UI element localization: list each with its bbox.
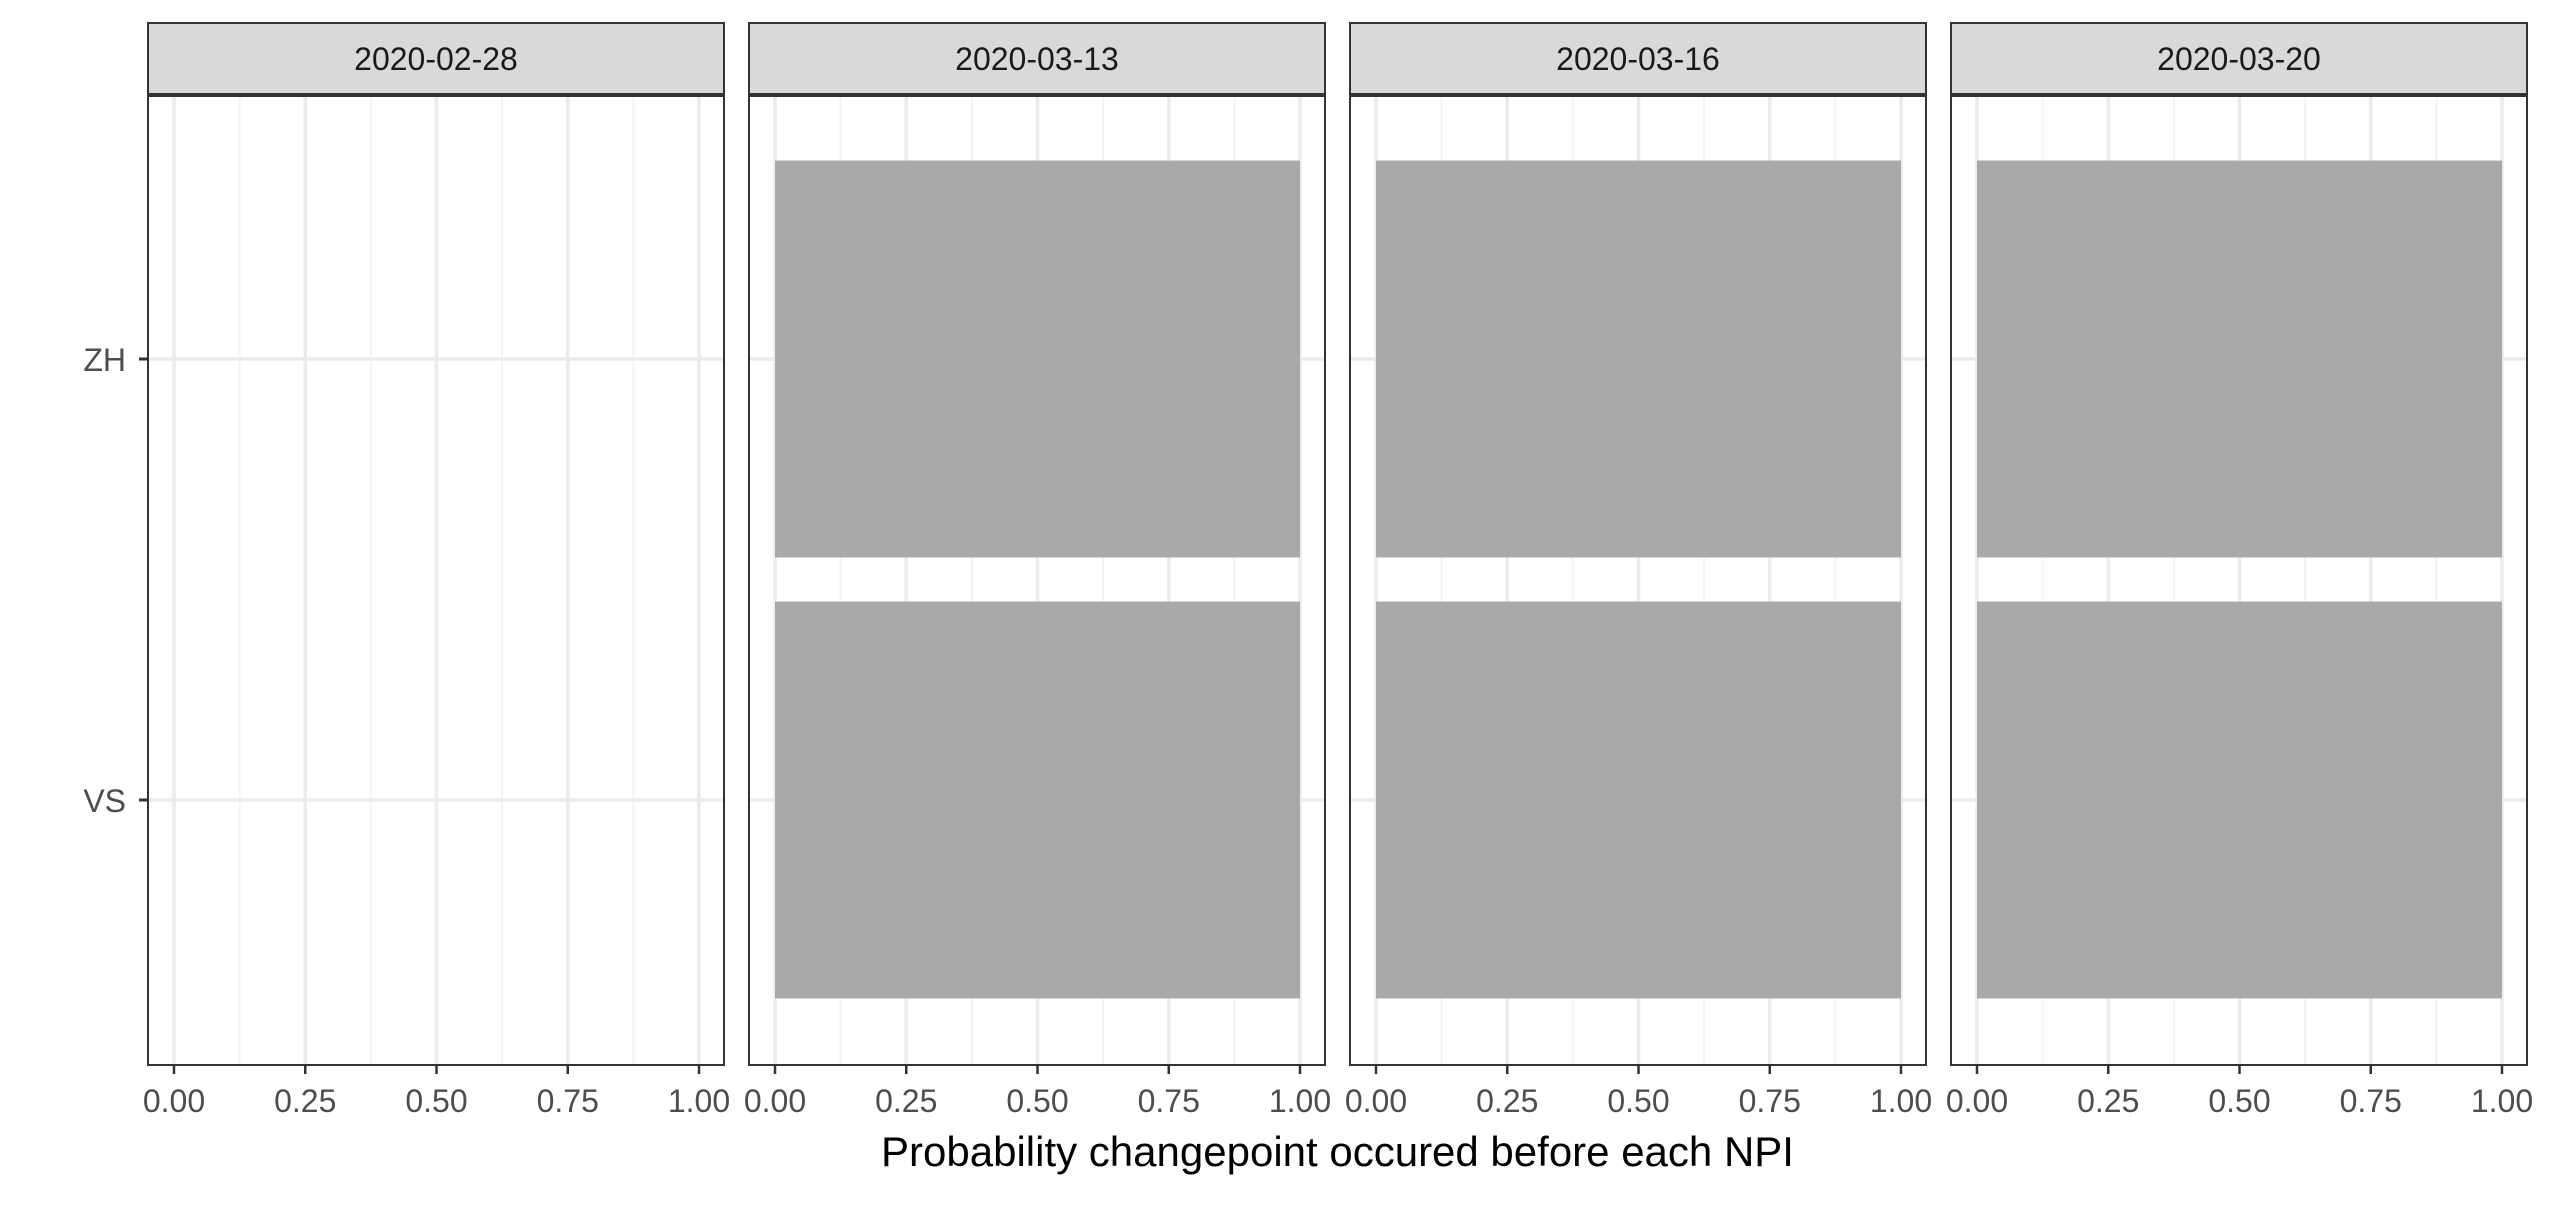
y-tick-label: VS (83, 783, 126, 819)
facet-strip (1950, 22, 2528, 96)
facet-strip (1349, 22, 1927, 96)
facet-label: 2020-03-13 (955, 41, 1119, 77)
facet-label: 2020-03-20 (2157, 41, 2321, 77)
x-tick-label: 0.25 (875, 1083, 937, 1119)
x-tick-label: 0.75 (2340, 1083, 2402, 1119)
x-tick-label: 0.00 (1345, 1083, 1407, 1119)
x-tick-label: 0.50 (1607, 1083, 1669, 1119)
x-tick-label: 0.00 (1946, 1083, 2008, 1119)
x-tick-label: 0.00 (744, 1083, 806, 1119)
x-tick-label: 0.00 (143, 1083, 205, 1119)
x-tick-label: 1.00 (1269, 1083, 1331, 1119)
bar-zh-3 (1376, 160, 1901, 558)
x-tick-label: 0.75 (537, 1083, 599, 1119)
x-tick-label: 0.75 (1138, 1083, 1200, 1119)
x-tick-label: 1.00 (2471, 1083, 2533, 1119)
bar-vs-3 (1376, 601, 1901, 999)
facet-strip (147, 22, 725, 96)
facet-label: 2020-02-28 (354, 41, 518, 77)
bar-vs-4 (1977, 601, 2502, 999)
facet-label: 2020-03-16 (1556, 41, 1720, 77)
y-tick-label: ZH (83, 342, 126, 378)
facet-strip (748, 22, 1326, 96)
bar-vs-2 (775, 601, 1300, 999)
x-tick-label: 1.00 (668, 1083, 730, 1119)
bar-zh-2 (775, 160, 1300, 558)
x-tick-label: 0.50 (405, 1083, 467, 1119)
bar-zh-4 (1977, 160, 2502, 558)
x-tick-label: 0.50 (1006, 1083, 1068, 1119)
x-tick-label: 0.50 (2208, 1083, 2270, 1119)
x-tick-label: 0.25 (2077, 1083, 2139, 1119)
x-tick-label: 0.75 (1739, 1083, 1801, 1119)
x-tick-label: 0.25 (1476, 1083, 1538, 1119)
x-tick-label: 0.25 (274, 1083, 336, 1119)
x-axis-title: Probability changepoint occured before e… (881, 1128, 1794, 1175)
x-tick-label: 1.00 (1870, 1083, 1932, 1119)
